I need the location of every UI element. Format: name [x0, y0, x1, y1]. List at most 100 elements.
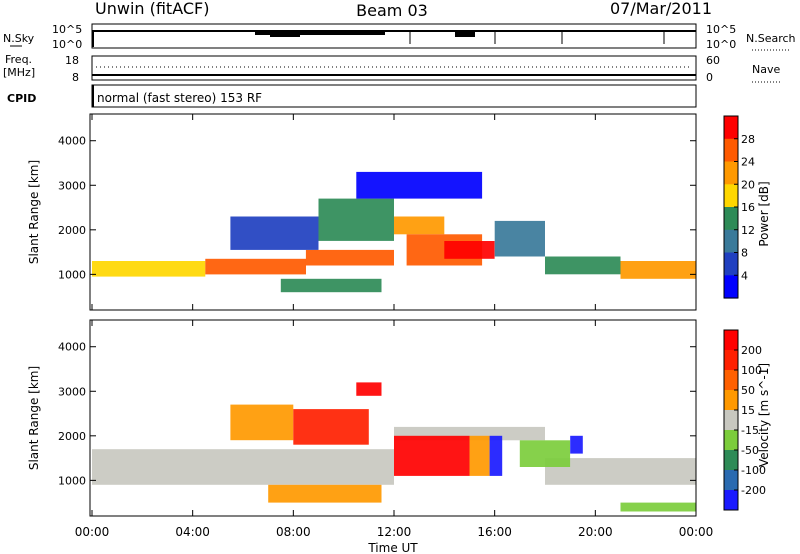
power-echo-band-10 — [545, 256, 621, 275]
power-colorbar-segment — [724, 207, 738, 231]
velocity-echo-band-4 — [293, 409, 369, 445]
power-panel: 1000 2000 3000 4000 Slant Range [km] — [27, 113, 697, 311]
power-echo-band-12 — [356, 171, 483, 199]
velocity-colorbar-segment — [724, 410, 738, 431]
velocity-colorbar-segment — [724, 490, 738, 511]
beam-title: Beam 03 — [356, 1, 428, 20]
velocity-ytick-label: 3000 — [58, 385, 86, 398]
power-colorbar-segment — [724, 252, 738, 276]
power-ytick-label: 4000 — [58, 135, 86, 148]
power-colorbar-tick-label: 20 — [741, 178, 755, 191]
power-colorbar-tick-label: 24 — [741, 156, 755, 169]
velocity-ytick-label: 4000 — [58, 341, 86, 354]
power-echo-band-3 — [230, 216, 319, 250]
velocity-colorbar-tick-label: -50 — [741, 444, 759, 457]
nsearch-tick-bottom: 10^0 — [706, 38, 736, 51]
velocity-echo-band-6 — [469, 435, 490, 476]
freq-unit-label: [MHz] — [3, 66, 35, 79]
power-colorbar-tick-label: 28 — [741, 133, 755, 146]
cpid-panel: CPID normal (fast stereo) 153 RF — [7, 84, 697, 108]
power-colorbar-label: Power [dB] — [757, 181, 771, 246]
velocity-colorbar-label: Velocity [m s^-1] — [757, 363, 771, 467]
freq-panel: Freq. [MHz] 18 8 60 0 Nave — [3, 53, 780, 84]
time-tick-label: 00:00 — [75, 525, 110, 539]
velocity-colorbar-tick-label: 15 — [741, 404, 755, 417]
power-y-axis: 1000 2000 3000 4000 — [58, 135, 696, 281]
nsky-panel: N.Sky 10^5 10^0 10^5 10^0 N.Search — [3, 23, 796, 51]
velocity-echo-band-3 — [230, 404, 294, 441]
nave-label: Nave — [752, 63, 780, 76]
power-echo-band-9 — [494, 220, 545, 257]
cpid-text: normal (fast stereo) 153 RF — [97, 91, 262, 105]
time-tick-label: 20:00 — [578, 525, 613, 539]
power-echo-band-5 — [394, 216, 445, 235]
velocity-x-axis-ticks — [91, 320, 697, 516]
power-echo-band-8 — [280, 278, 382, 293]
power-echo-band-7 — [444, 241, 495, 259]
velocity-echo-band-11 — [570, 435, 583, 454]
power-colorbar-segment — [724, 275, 738, 299]
power-ylabel: Slant Range [km] — [27, 160, 41, 264]
velocity-colorbar-tick-label: -15 — [741, 424, 759, 437]
velocity-colorbar-segment — [724, 370, 738, 391]
velocity-colorbar-tick-label: 200 — [741, 344, 762, 357]
velocity-echo-band-10 — [519, 440, 571, 467]
power-colorbar-segment — [724, 138, 738, 163]
power-echo-band-0 — [92, 261, 206, 277]
velocity-colorbar-segment — [724, 470, 738, 491]
power-colorbar-tick-label: 4 — [741, 269, 748, 282]
time-tick-label: 12:00 — [377, 525, 412, 539]
power-x-axis-ticks — [91, 114, 697, 310]
velocity-colorbar-frame — [723, 329, 739, 511]
velocity-colorbar-segment — [724, 350, 738, 371]
velocity-ytick-label: 2000 — [58, 430, 86, 443]
time-axis-label: Time UT — [367, 541, 418, 554]
time-tick-label: 08:00 — [276, 525, 311, 539]
time-tick-label: 16:00 — [477, 525, 512, 539]
station-title: Unwin (fitACF) — [95, 0, 209, 18]
velocity-echo-band-12 — [620, 502, 696, 512]
velocity-colorbar-segment — [724, 390, 738, 411]
power-ytick-label: 3000 — [58, 179, 86, 192]
cpid-label: CPID — [7, 92, 36, 105]
velocity-echo-band-0 — [92, 449, 394, 485]
power-echo-band-11 — [620, 261, 696, 279]
power-echo-band-2 — [305, 249, 394, 266]
power-colorbar-tick-label: 12 — [741, 224, 755, 237]
freq-label: Freq. — [5, 53, 32, 66]
date-title: 07/Mar/2011 — [610, 0, 712, 18]
power-colorbar: 4 8 12 16 20 24 28 Power [dB] — [723, 115, 771, 299]
nsky-tick-bottom: 10^0 — [52, 38, 82, 51]
velocity-colorbar-segment — [724, 450, 738, 471]
velocity-ylabel: Slant Range [km] — [27, 366, 41, 470]
power-echo-band-1 — [205, 258, 306, 275]
nsky-tick-top: 10^5 — [52, 23, 82, 36]
power-colorbar-segment — [724, 229, 738, 254]
nsky-label: N.Sky — [3, 32, 35, 45]
nave-tick-bottom: 0 — [706, 71, 713, 84]
freq-tick-top: 18 — [65, 54, 79, 67]
power-colorbar-tick-label: 8 — [741, 247, 748, 260]
nsky-scatter — [92, 31, 665, 47]
nsearch-tick-top: 10^5 — [706, 23, 736, 36]
nsearch-label: N.Search — [746, 32, 796, 45]
velocity-panel: 1000 2000 3000 4000 Slant Range [km] — [27, 319, 697, 517]
velocity-colorbar-tick-label: -100 — [741, 464, 766, 477]
time-tick-label: 00:00 — [679, 525, 714, 539]
power-heatmap — [92, 171, 696, 293]
velocity-colorbar-tick-label: 50 — [741, 384, 755, 397]
velocity-heatmap — [92, 382, 696, 512]
velocity-colorbar-tick-label: 100 — [741, 364, 762, 377]
velocity-echo-band-2 — [545, 458, 696, 485]
power-echo-band-4 — [318, 198, 394, 241]
velocity-colorbar-segment — [724, 330, 738, 351]
power-ytick-label: 2000 — [58, 224, 86, 237]
velocity-colorbar-tick-label: -200 — [741, 484, 766, 497]
power-colorbar-segment — [724, 116, 738, 140]
velocity-colorbar: 200 100 50 15 -15 -50 -100 -200 Velocity [m s^-… — [723, 329, 771, 511]
velocity-colorbar-segment — [724, 430, 738, 451]
velocity-y-axis: 1000 2000 3000 4000 — [58, 341, 696, 487]
power-colorbar-tick-label: 16 — [741, 201, 755, 214]
power-colorbar-segment — [724, 184, 738, 208]
